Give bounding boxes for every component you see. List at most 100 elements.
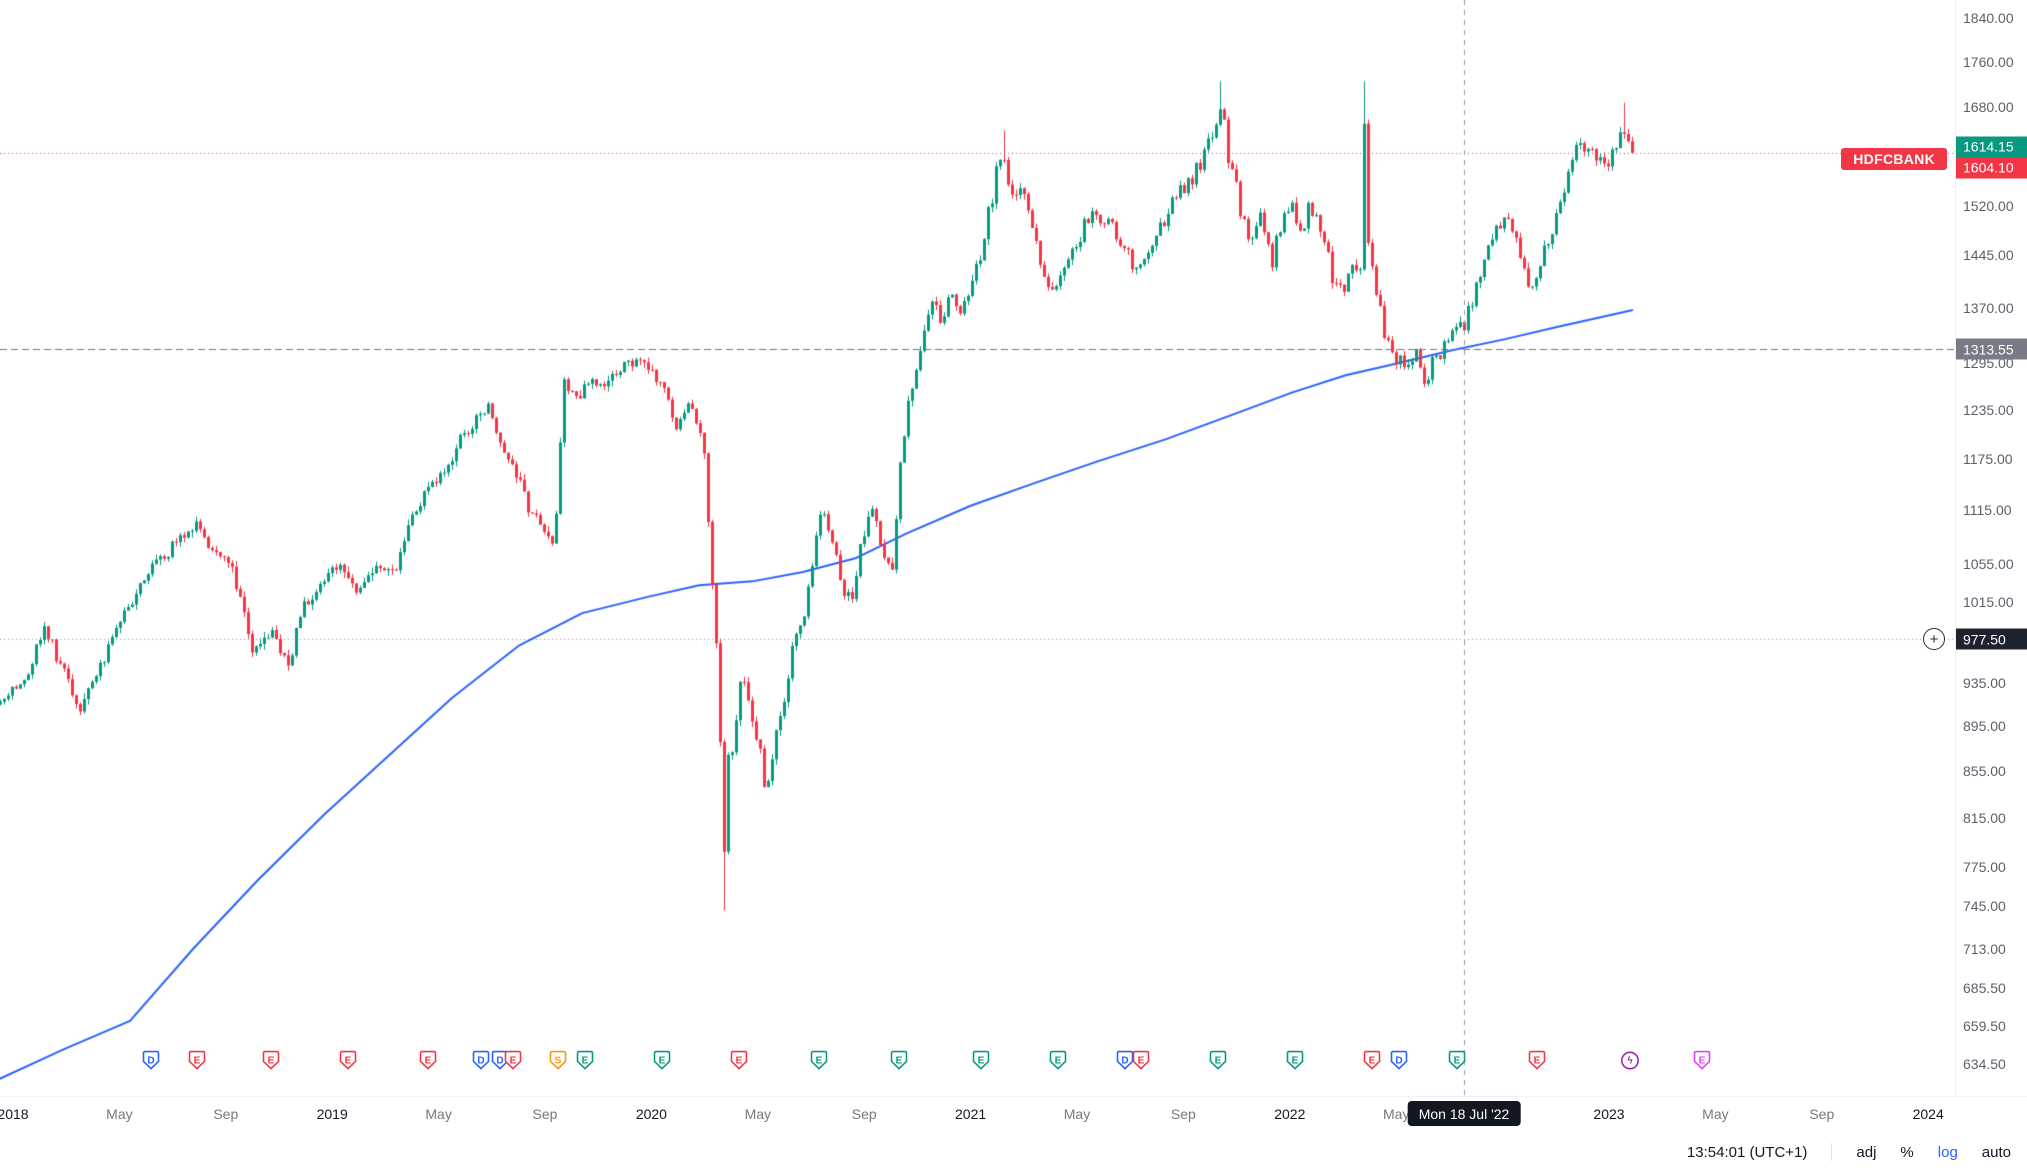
current-price-badge: 1604.10 — [1956, 157, 2027, 179]
event-badge-icon[interactable]: E — [1693, 1050, 1712, 1076]
add-alert-plus-button[interactable]: + — [1923, 628, 1945, 651]
svg-text:E: E — [1215, 1055, 1222, 1066]
time-tick-label: May — [744, 1106, 772, 1122]
price-tick-label: 1235.00 — [1963, 401, 2014, 418]
price-tick-label: 1015.00 — [1963, 594, 2014, 611]
event-badge-icon[interactable]: E — [889, 1050, 908, 1076]
svg-text:D: D — [496, 1055, 503, 1066]
event-badge-icon[interactable]: E — [1286, 1050, 1305, 1076]
time-tick-label: Sep — [1809, 1106, 1835, 1122]
time-tick-label: 2019 — [316, 1106, 348, 1122]
percent-scale-toggle[interactable]: % — [1900, 1143, 1914, 1161]
event-badge-icon[interactable]: E — [1131, 1050, 1150, 1076]
time-tick-label: Sep — [532, 1106, 558, 1122]
price-tick-label: 659.50 — [1963, 1018, 2006, 1035]
time-tick-label: 2022 — [1274, 1106, 1306, 1122]
flash-event-icon[interactable]: ϟ — [1621, 1050, 1640, 1076]
price-tick-label: 935.00 — [1963, 675, 2006, 692]
time-axis[interactable]: Mon 18 Jul '22 ⚙ 2018MaySep2019MaySep202… — [0, 1096, 2027, 1135]
svg-text:S: S — [555, 1055, 562, 1066]
time-tick-label: 2024 — [1912, 1106, 1944, 1122]
svg-text:E: E — [345, 1055, 352, 1066]
crosshair-price-badge: 1313.55 — [1956, 338, 2027, 360]
svg-text:D: D — [148, 1055, 155, 1066]
time-tick-label: Sep — [851, 1106, 877, 1122]
price-tick-label: 1840.00 — [1963, 10, 2014, 26]
svg-text:E: E — [816, 1055, 823, 1066]
log-scale-toggle[interactable]: log — [1937, 1143, 1958, 1161]
svg-text:E: E — [978, 1055, 985, 1066]
event-badge-icon[interactable]: D — [142, 1050, 161, 1076]
price-tick-label: 745.00 — [1963, 898, 2006, 915]
event-badge-icon[interactable]: E — [187, 1050, 206, 1076]
time-tick-label: May — [425, 1106, 452, 1122]
svg-text:E: E — [582, 1055, 589, 1066]
event-badge-icon[interactable]: E — [262, 1050, 281, 1076]
svg-text:E: E — [268, 1055, 275, 1066]
toolbar-divider — [1831, 1143, 1833, 1161]
svg-text:E: E — [1055, 1055, 1062, 1066]
event-badge-icon[interactable]: D — [1115, 1050, 1134, 1076]
event-badge-icon[interactable]: E — [1528, 1050, 1547, 1076]
price-tick-label: 1760.00 — [1963, 53, 2014, 70]
clock-timezone-button[interactable]: 13:54:01 (UTC+1) — [1686, 1143, 1808, 1161]
time-tick-label: 2023 — [1593, 1106, 1625, 1122]
event-badge-icon[interactable]: E — [504, 1050, 523, 1076]
price-tick-label: 1520.00 — [1963, 197, 2014, 214]
event-badge-icon[interactable]: E — [575, 1050, 594, 1076]
event-badge-icon[interactable]: E — [653, 1050, 672, 1076]
svg-text:E: E — [1137, 1055, 1144, 1066]
event-badge-icon[interactable]: E — [418, 1050, 437, 1076]
time-tick-label: May — [1702, 1106, 1729, 1122]
price-tick-label: 1115.00 — [1963, 502, 2012, 519]
event-badge-icon[interactable]: E — [1049, 1050, 1068, 1076]
time-tick-label: Sep — [1170, 1106, 1196, 1122]
event-badge-icon[interactable]: D — [472, 1050, 491, 1076]
price-tick-label: 1370.00 — [1963, 299, 2014, 316]
svg-text:E: E — [895, 1055, 902, 1066]
adjusted-data-toggle[interactable]: adj — [1856, 1143, 1877, 1161]
event-badge-icon[interactable]: E — [1448, 1050, 1467, 1076]
event-badge-icon[interactable]: E — [730, 1050, 749, 1076]
svg-text:E: E — [193, 1055, 200, 1066]
symbol-price-label: HDFCBANK — [1841, 147, 1947, 170]
price-tick-label: 685.50 — [1963, 980, 2006, 997]
price-tick-label: 1175.00 — [1963, 450, 2013, 467]
price-tick-label: 855.00 — [1963, 762, 2006, 779]
time-tick-label: May — [106, 1106, 133, 1122]
svg-text:E: E — [510, 1055, 517, 1066]
svg-text:ϟ: ϟ — [1628, 1055, 1634, 1066]
svg-text:D: D — [1395, 1055, 1402, 1066]
auto-scale-toggle[interactable]: auto — [1981, 1143, 2011, 1161]
price-tick-label: 1680.00 — [1963, 99, 2014, 116]
svg-text:E: E — [1454, 1055, 1461, 1066]
svg-text:E: E — [659, 1055, 666, 1066]
svg-text:E: E — [425, 1055, 432, 1066]
price-tick-label: 775.00 — [1963, 859, 2006, 876]
svg-text:E: E — [736, 1055, 743, 1066]
svg-text:E: E — [1292, 1055, 1299, 1066]
event-badge-icon[interactable]: E — [809, 1050, 828, 1076]
event-badge-icon[interactable]: E — [339, 1050, 358, 1076]
time-tick-label: 2021 — [955, 1106, 987, 1122]
candlestick-chart-canvas[interactable] — [0, 0, 1955, 1096]
svg-text:D: D — [1121, 1055, 1128, 1066]
time-tick-label: May — [1382, 1106, 1410, 1122]
event-badge-icon[interactable]: E — [1363, 1050, 1382, 1076]
event-badge-icon[interactable]: E — [972, 1050, 991, 1076]
event-badge-icon[interactable]: D — [1389, 1050, 1408, 1076]
price-tick-label: 1445.00 — [1963, 247, 2014, 264]
alert-price-badge: 977.50 — [1956, 628, 2027, 650]
time-tick-label: 2018 — [0, 1106, 29, 1122]
time-tick-label: 2020 — [635, 1106, 667, 1122]
svg-text:D: D — [478, 1055, 485, 1066]
event-badge-icon[interactable]: S — [549, 1050, 568, 1076]
svg-text:E: E — [1534, 1055, 1541, 1066]
price-tick-label: 895.00 — [1963, 718, 2006, 735]
event-badge-icon[interactable]: E — [1208, 1050, 1227, 1076]
price-axis[interactable]: 1840.00 1760.00 1680.00 1520.00 1445.00 1370.… — [1955, 0, 2027, 1096]
price-tick-label: 1055.00 — [1963, 556, 2014, 573]
time-tick-label: May — [1063, 1106, 1091, 1122]
